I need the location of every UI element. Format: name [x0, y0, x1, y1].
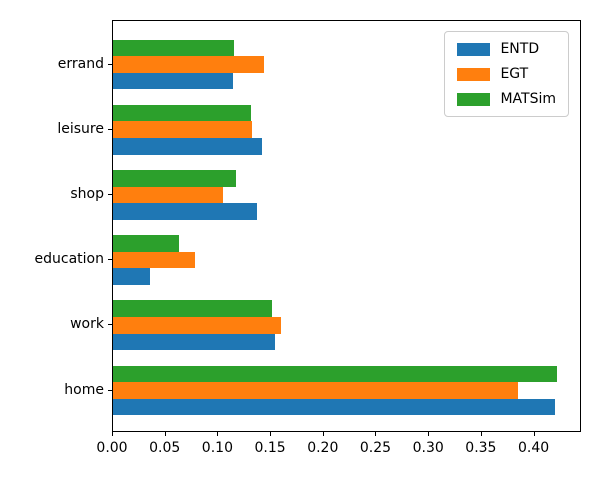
bar-entd-home — [113, 398, 555, 416]
bar-egt-education — [113, 251, 196, 269]
bar-entd-work — [113, 333, 276, 351]
x-tick-label-0.35: 0.35 — [465, 440, 497, 456]
bar-entd-education — [113, 268, 150, 285]
legend: ENTD EGT MATSim — [444, 31, 569, 117]
legend-item-entd: ENTD — [457, 41, 556, 57]
y-tick-mark-shop — [108, 193, 112, 195]
y-tick-label-leisure: leisure — [57, 120, 104, 137]
legend-label-matsim: MATSim — [500, 91, 556, 107]
bar-egt-errand — [113, 56, 264, 73]
bar-entd-errand — [113, 72, 234, 90]
x-tick-label-0.30: 0.30 — [412, 440, 444, 456]
legend-swatch-entd — [457, 42, 491, 56]
legend-swatch-egt — [457, 67, 491, 81]
x-tick-label-0.15: 0.15 — [254, 440, 286, 456]
y-tick-label-shop: shop — [70, 185, 104, 202]
y-tick-label-work: work — [70, 316, 104, 333]
bar-egt-work — [113, 317, 281, 334]
bar-entd-shop — [113, 203, 258, 220]
bar-matsim-shop — [113, 170, 237, 187]
x-tick-label-0.20: 0.20 — [307, 440, 339, 456]
legend-label-egt: EGT — [500, 66, 529, 82]
bar-matsim-leisure — [113, 104, 252, 122]
y-tick-mark-education — [108, 259, 112, 261]
y-tick-mark-home — [108, 389, 112, 391]
bar-entd-leisure — [113, 138, 262, 155]
plot-area: ENTD EGT MATSim — [112, 20, 581, 432]
legend-item-egt: EGT — [457, 66, 556, 82]
x-tick-mark-0.40 — [533, 432, 535, 436]
x-tick-mark-0.15 — [270, 432, 272, 436]
bar-matsim-work — [113, 300, 273, 317]
x-tick-mark-0.10 — [217, 432, 219, 436]
y-tick-label-home: home — [64, 381, 104, 398]
x-tick-mark-0.05 — [164, 432, 166, 436]
bar-matsim-education — [113, 235, 180, 252]
x-tick-mark-0.35 — [480, 432, 482, 436]
x-tick-mark-0.00 — [112, 432, 113, 436]
y-tick-mark-work — [108, 324, 112, 326]
bar-matsim-errand — [113, 39, 235, 57]
legend-swatch-matsim — [457, 92, 491, 106]
y-tick-mark-errand — [108, 63, 112, 65]
x-tick-mark-0.30 — [428, 432, 430, 436]
x-tick-label-0.25: 0.25 — [359, 440, 392, 456]
y-tick-label-education: education — [34, 251, 104, 268]
legend-label-entd: ENTD — [500, 41, 540, 57]
x-tick-label-0.40: 0.40 — [517, 440, 550, 456]
x-tick-label-0.10: 0.10 — [201, 440, 233, 456]
x-tick-label-0.05: 0.05 — [149, 440, 181, 456]
x-tick-label-0.00: 0.00 — [96, 440, 128, 456]
legend-item-matsim: MATSim — [457, 91, 556, 107]
bar-egt-home — [113, 382, 518, 399]
y-tick-mark-leisure — [108, 128, 112, 130]
y-tick-label-errand: errand — [57, 55, 104, 72]
bar-egt-shop — [113, 186, 223, 204]
bar-matsim-home — [113, 365, 557, 383]
x-tick-mark-0.20 — [322, 432, 324, 436]
x-tick-mark-0.25 — [375, 432, 377, 436]
bar-egt-leisure — [113, 121, 253, 138]
